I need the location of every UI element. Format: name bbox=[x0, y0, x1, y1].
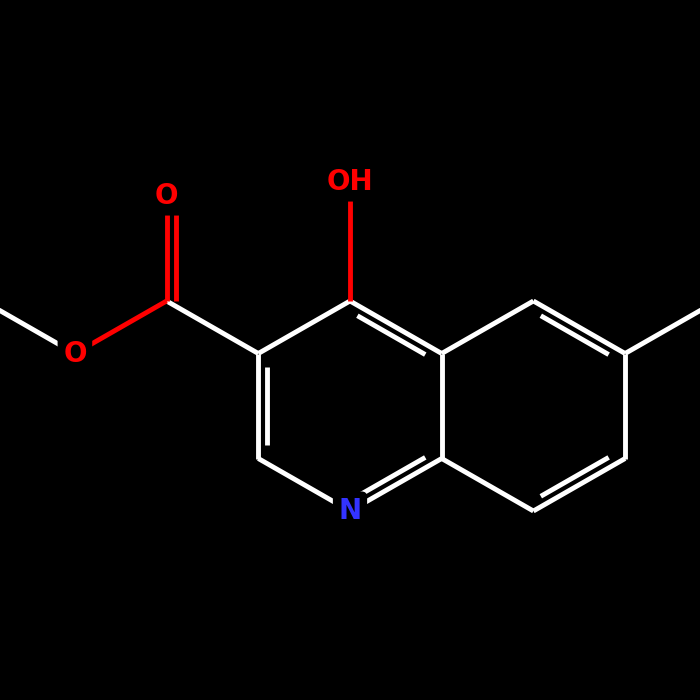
Text: O: O bbox=[63, 340, 87, 368]
Text: OH: OH bbox=[327, 168, 373, 196]
Text: O: O bbox=[155, 182, 178, 210]
Text: N: N bbox=[338, 497, 362, 525]
